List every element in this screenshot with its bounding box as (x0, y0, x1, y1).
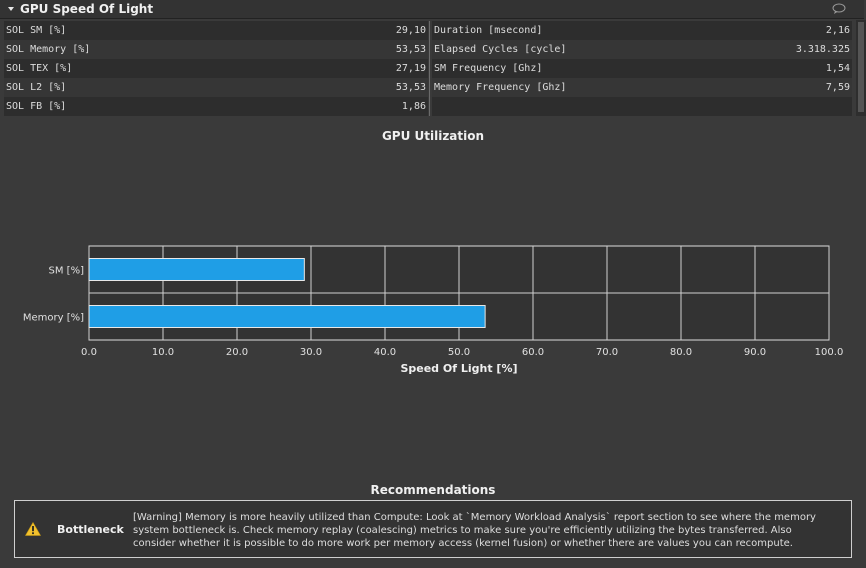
scrollbar-thumb[interactable] (858, 22, 864, 112)
metric-label: Duration [msecond] (434, 25, 543, 36)
metric-row: Elapsed Cycles [cycle] 3.318.325 (432, 40, 852, 59)
metric-row: SOL SM [%] 29,10 (4, 21, 428, 40)
gpu-utilization-chart: 0.0 10.0 20.0 30.0 40.0 50.0 60.0 70.0 80.0 90.0 1… (23, 245, 844, 375)
category-label: Memory [%] (23, 313, 84, 324)
metric-row: Memory Frequency [Ghz] 7,59 (432, 78, 852, 97)
section-header[interactable]: GPU Speed Of Light (0, 0, 864, 19)
metric-value: 27,19 (395, 63, 426, 74)
x-tick-label: 50.0 (448, 347, 470, 358)
metric-value: 1,86 (401, 101, 426, 112)
metric-label: SM Frequency [Ghz] (434, 63, 543, 74)
metric-label: SOL SM [%] (6, 25, 67, 36)
metric-row: SOL TEX [%] 27,19 (4, 59, 428, 78)
metric-row: SM Frequency [Ghz] 1,54 (432, 59, 852, 78)
recommendations-title: Recommendations (370, 483, 496, 497)
metric-label: SOL FB [%] (6, 101, 67, 112)
chart-title: GPU Utilization (381, 129, 485, 143)
metric-value: 53,53 (395, 44, 426, 55)
metric-value: 29,10 (395, 25, 426, 36)
metric-value: 53,53 (395, 82, 426, 93)
metric-label: SOL L2 [%] (6, 82, 67, 93)
section-title: GPU Speed Of Light (20, 2, 154, 16)
recommendation-item: Bottleneck [Warning] Memory is more heav… (14, 500, 852, 558)
metric-value: 7,59 (825, 82, 850, 93)
metrics-left-column: SOL SM [%] 29,10 SOL Memory [%] 53,53 SO… (4, 21, 428, 116)
bar-memory (88, 305, 486, 328)
column-divider (429, 21, 430, 116)
x-tick-label: 0.0 (81, 347, 97, 358)
metric-row: SOL Memory [%] 53,53 (4, 40, 428, 59)
recommendation-label: Bottleneck (57, 523, 124, 536)
metric-row-empty (432, 97, 852, 116)
collapse-arrow-icon[interactable] (8, 6, 14, 12)
x-tick-label: 30.0 (300, 347, 322, 358)
x-tick-label: 100.0 (815, 347, 844, 358)
metric-row: SOL FB [%] 1,86 (4, 97, 428, 116)
metric-label: Elapsed Cycles [cycle] (434, 44, 567, 55)
x-tick-label: 80.0 (670, 347, 692, 358)
comment-icon[interactable] (832, 3, 846, 15)
category-label: SM [%] (49, 266, 85, 277)
metric-label: Memory Frequency [Ghz] (434, 82, 567, 93)
metric-value: 2,16 (825, 25, 850, 36)
x-tick-label: 40.0 (374, 347, 396, 358)
x-tick-label: 20.0 (226, 347, 248, 358)
x-tick-label: 10.0 (152, 347, 174, 358)
metric-row: SOL L2 [%] 53,53 (4, 78, 428, 97)
warning-icon (25, 522, 41, 536)
metric-label: SOL Memory [%] (6, 44, 91, 55)
metrics-right-column: Duration [msecond] 2,16 Elapsed Cycles [… (432, 21, 852, 116)
bar-sm (88, 258, 305, 281)
metric-label: SOL TEX [%] (6, 63, 73, 74)
recommendation-text: [Warning] Memory is more heavily utilize… (133, 512, 816, 549)
x-tick-label: 60.0 (522, 347, 544, 358)
x-tick-label: 90.0 (744, 347, 766, 358)
x-axis-label: Speed Of Light [%] (400, 362, 517, 375)
metric-value: 3.318.325 (795, 44, 850, 55)
metric-row: Duration [msecond] 2,16 (432, 21, 852, 40)
metrics-table: SOL SM [%] 29,10 SOL Memory [%] 53,53 SO… (4, 21, 852, 116)
metric-value: 1,54 (825, 63, 850, 74)
vertical-scrollbar[interactable] (856, 20, 866, 116)
x-tick-label: 70.0 (596, 347, 618, 358)
